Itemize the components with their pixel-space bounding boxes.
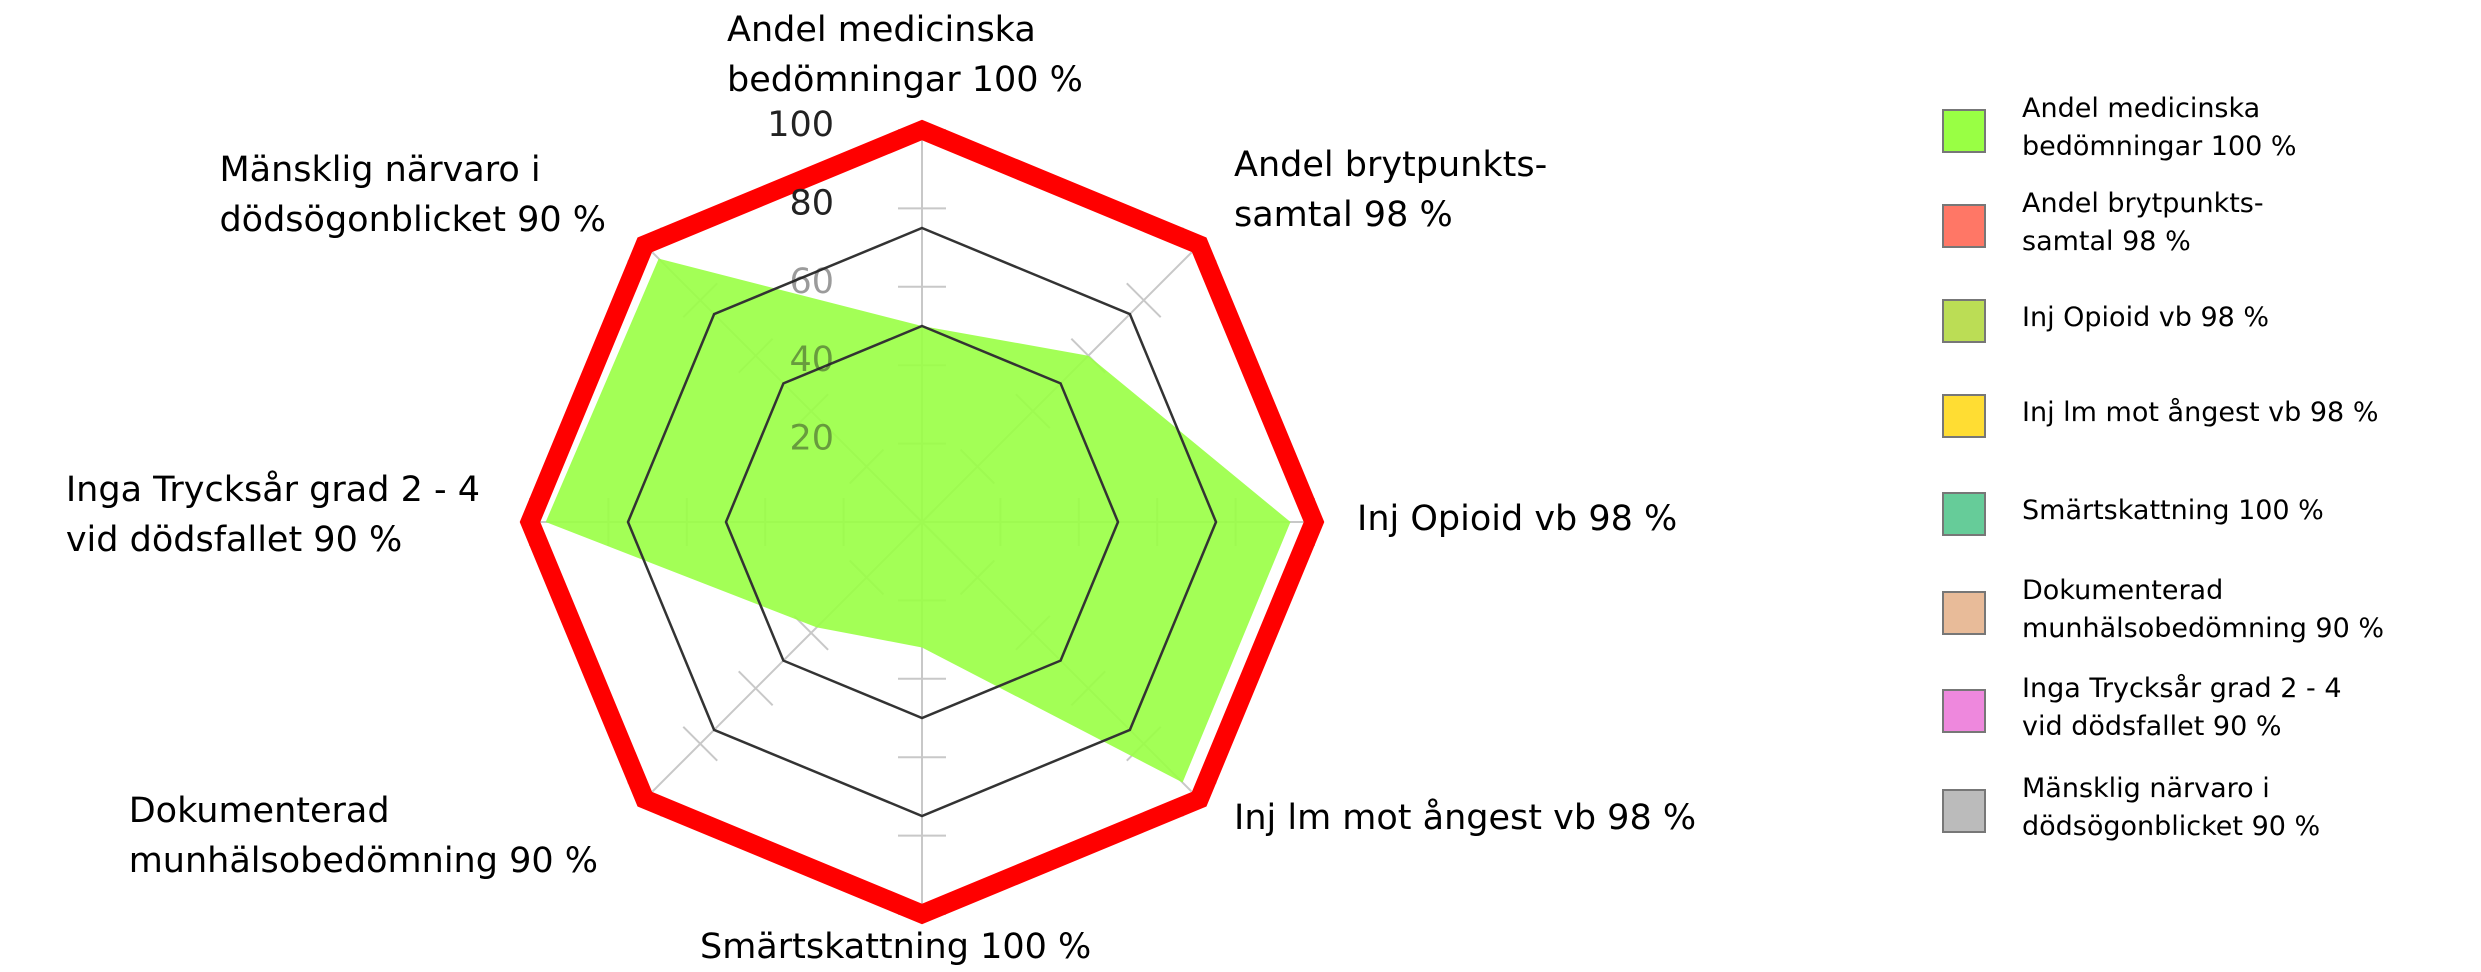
- legend-swatch: [1942, 491, 1986, 536]
- legend-swatch: [1942, 203, 1986, 248]
- tick-mark: [682, 726, 718, 762]
- legend-swatch: [1942, 591, 1986, 636]
- y-tick-label: 20: [789, 419, 834, 459]
- ring: [519, 119, 1325, 925]
- legend-swatch: [1942, 789, 1986, 833]
- legend-label: Inj lm mot ångest vb 98 %: [2022, 396, 2379, 428]
- legend-label: Andel medicinska bedömningar 100 %: [2022, 92, 2297, 162]
- axis-label: Andel medicinska bedömningar 100 %: [727, 10, 1083, 100]
- legend-swatch: [1942, 689, 1986, 734]
- axis-label: Andel brytpunkts- samtal 98 %: [1234, 145, 1548, 235]
- legend-swatch: [1942, 108, 1986, 153]
- ring: [626, 226, 1218, 818]
- axis-label: Inj lm mot ångest vb 98 %: [1234, 798, 1697, 838]
- legend-label: Mänsklig närvaro i dödsögonblicket 90 %: [2022, 773, 2321, 842]
- axis-label: Smärtskattning 100 %: [700, 927, 1092, 967]
- legend-swatch: [1942, 393, 1986, 438]
- axis-label: Dokumenterad munhälsobedömning 90 %: [128, 791, 598, 881]
- y-tick-label: 40: [789, 340, 834, 380]
- legend-label: Andel brytpunkts- samtal 98 %: [2022, 187, 2264, 257]
- legend-label: Smärtskattning 100 %: [2022, 494, 2324, 526]
- tick-mark: [1126, 282, 1162, 318]
- ring: [724, 324, 1120, 720]
- y-tick-label: 60: [789, 262, 834, 302]
- legend-label: Dokumenterad munhälsobedömning 90 %: [2022, 575, 2385, 645]
- axis-label: Inga Trycksår grad 2 - 4 vid dödsfallet …: [65, 470, 480, 560]
- axis-label: Mänsklig närvaro i dödsögonblicket 90 %: [219, 150, 606, 240]
- legend-label: Inj Opioid vb 98 %: [2022, 301, 2270, 333]
- tick-mark: [738, 670, 774, 706]
- tick-mark: [793, 615, 829, 651]
- y-tick-label: 100: [767, 105, 834, 145]
- data-area: [545, 258, 1291, 783]
- y-tick-label: 80: [789, 183, 834, 223]
- legend-swatch: [1942, 298, 1986, 343]
- axis-label: Inj Opioid vb 98 %: [1357, 499, 1678, 539]
- legend-label: Inga Trycksår grad 2 - 4 vid dödsfallet …: [2022, 673, 2342, 743]
